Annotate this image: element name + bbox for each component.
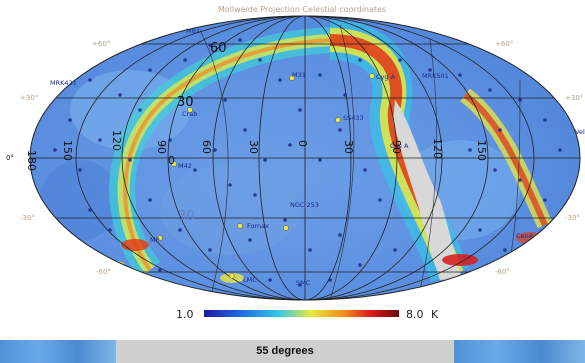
lon-label-180: 180 xyxy=(25,150,38,171)
label-fornax: Fornax xyxy=(247,222,269,230)
colorbar-min: 1.0 xyxy=(176,308,194,321)
lon-label-150: 150 xyxy=(61,140,74,161)
label-m31: M31 xyxy=(292,71,306,79)
highlight-markers xyxy=(157,73,375,279)
banner-sky-left xyxy=(0,340,116,363)
bottom-banner: 55 degrees xyxy=(0,340,585,363)
longitude-grid xyxy=(75,15,535,301)
lat-label-s60-left: -60° xyxy=(96,268,111,276)
lat-label-zero: 0° xyxy=(6,154,14,162)
lat-label-s60-right: -60° xyxy=(495,268,510,276)
lon-label-r120: 120 xyxy=(431,138,444,159)
source-markers xyxy=(53,38,562,287)
galactic-grid xyxy=(199,24,521,300)
grid-label-top30: 30 xyxy=(177,95,194,110)
map-title: Mollweide Projection Celestial coordinat… xyxy=(218,5,386,14)
grid-label-top60: 60 xyxy=(210,41,227,56)
label-mrk421: MRK421 xyxy=(50,79,77,87)
label-mp: MP xyxy=(150,236,160,244)
longitude-labels: 180 150 120 90 60 30 0 30 90 120 150 xyxy=(25,130,488,171)
latitude-labels: +60° +30° 0° -30° -60° +60° +30° -30° -6… xyxy=(6,40,583,276)
lat-label-n60-right: +60° xyxy=(495,40,513,48)
banner-label: 55 degrees xyxy=(116,340,454,363)
label-m82: M82 xyxy=(186,27,200,35)
label-crab: Crab xyxy=(182,110,197,118)
colorbar-gradient xyxy=(204,310,399,317)
label-cena: CenA xyxy=(516,232,534,240)
lat-label-n30-left: +30° xyxy=(20,94,38,102)
banner-sky-right xyxy=(454,340,585,363)
label-smc: SMC xyxy=(296,279,311,287)
lat-label-s30-left: -30° xyxy=(20,214,35,222)
colorbar: 1.0 8.0 K xyxy=(176,308,439,321)
lat-label-n30-right: +30° xyxy=(565,94,583,102)
lon-label-r30: 30 xyxy=(342,140,355,154)
lon-label-60: 60 xyxy=(200,140,213,154)
label-vela: Vela xyxy=(575,128,585,136)
grid-label-left0: 0 xyxy=(168,154,175,167)
lon-label-90: 90 xyxy=(155,140,168,154)
label-cyg: Cyg A xyxy=(376,73,396,81)
lon-label-0: 0 xyxy=(296,140,309,147)
colorbar-unit: K xyxy=(431,308,439,321)
label-ss433: SS433 xyxy=(343,114,364,122)
galactic-grid-labels: 60 30 0 30 xyxy=(168,41,227,224)
lon-label-30: 30 xyxy=(247,140,260,154)
label-lmc: LMC xyxy=(243,276,257,284)
colorbar-max: 8.0 xyxy=(406,308,424,321)
lat-label-n60-left: +60° xyxy=(92,40,110,48)
label-cas: Cas A xyxy=(390,142,409,150)
mollweide-map: Mollweide Projection Celestial coordinat… xyxy=(6,5,585,321)
lon-label-120: 120 xyxy=(110,130,123,151)
lon-label-r90: 90 xyxy=(390,140,403,154)
object-labels: M82 MRK421 M31 Crab M42 NGC 253 Fornax L… xyxy=(50,27,585,287)
lat-label-s30-right: -30° xyxy=(565,214,580,222)
label-mrk501: MRK501 xyxy=(422,72,449,80)
lon-label-r150: 150 xyxy=(475,140,488,161)
label-m42: M42 xyxy=(178,162,192,170)
label-ngc253: NGC 253 xyxy=(290,201,319,209)
grid-label-bottom30: 30 xyxy=(178,209,195,224)
